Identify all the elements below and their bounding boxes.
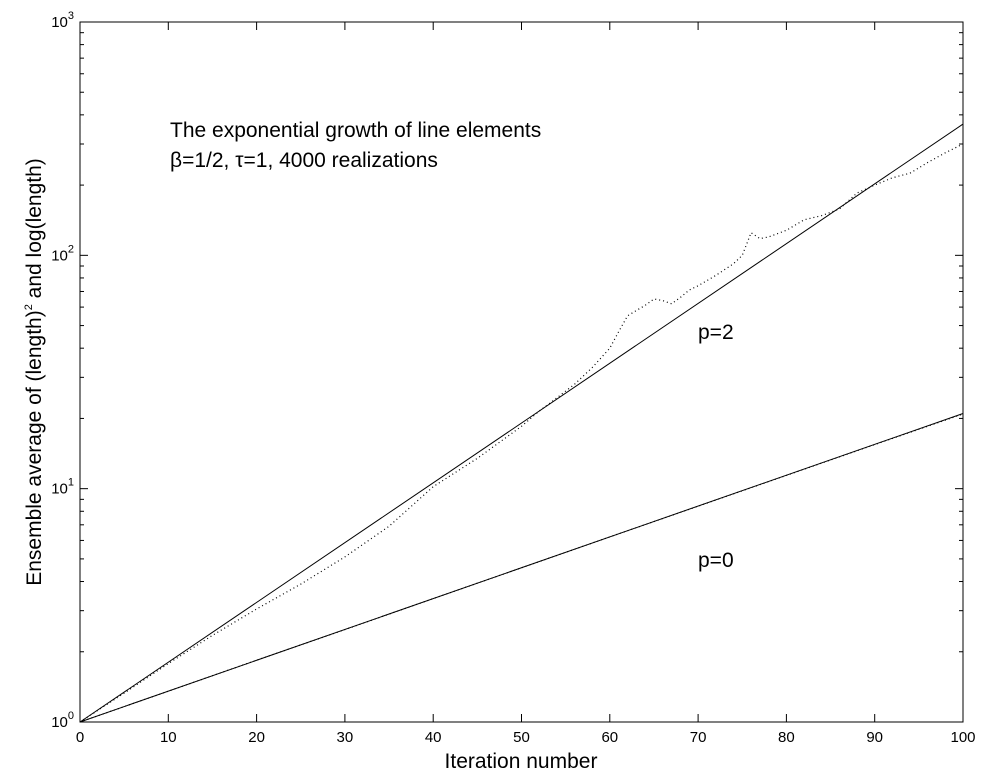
y-tick-label-exp: 2: [68, 243, 74, 255]
y-axis-label-part2: and log(length): [23, 158, 46, 304]
label-p0: p=0: [698, 549, 734, 572]
label-p2: p=2: [698, 321, 734, 344]
y-axis-label-sup: 2: [23, 304, 35, 310]
series-line-2: [79, 413, 964, 723]
x-tick-label: 80: [778, 729, 795, 746]
y-tick-label: 103: [51, 10, 74, 31]
x-tick-label: 90: [866, 729, 883, 746]
x-tick-label: 0: [76, 729, 84, 746]
y-tick-label-exp: 3: [68, 10, 74, 22]
y-tick-label: 101: [51, 477, 74, 498]
x-tick-label: 100: [950, 729, 975, 746]
y-tick-label: 102: [51, 243, 74, 264]
x-tick-label: 70: [690, 729, 707, 746]
annotation-title: The exponential growth of line elements: [170, 119, 541, 142]
series-line-1: [79, 123, 964, 723]
x-tick-label: 30: [337, 729, 354, 746]
y-tick-label-base: 10: [51, 481, 68, 498]
y-tick-label-base: 10: [51, 714, 68, 731]
y-axis-label: Ensemble average of (length)2 and log(le…: [23, 158, 46, 586]
y-tick-label-base: 10: [51, 14, 68, 31]
y-tick-label: 100: [51, 710, 74, 731]
y-tick-label-base: 10: [51, 247, 68, 264]
x-axis-label: Iteration number: [445, 750, 598, 773]
y-tick-label-exp: 0: [68, 710, 74, 722]
x-tick-label: 50: [513, 729, 530, 746]
y-tick-label-exp: 1: [68, 477, 74, 489]
y-axis-label-part1: Ensemble average of (length): [23, 310, 46, 586]
series-group: [79, 123, 964, 723]
series-line-3: [79, 143, 964, 723]
x-tick-label: 60: [601, 729, 618, 746]
annotation-params: β=1/2, τ=1, 4000 realizations: [170, 149, 438, 172]
x-tick-label: 20: [248, 729, 265, 746]
x-tick-label: 10: [160, 729, 177, 746]
x-tick-label: 40: [425, 729, 442, 746]
